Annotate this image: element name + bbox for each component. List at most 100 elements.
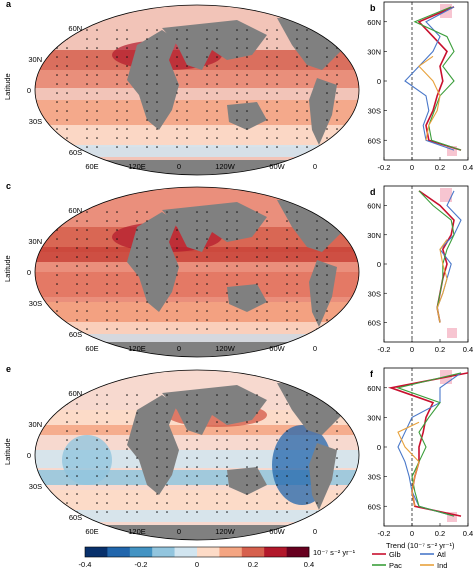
dot <box>226 430 228 432</box>
dot <box>306 119 308 121</box>
dot <box>216 92 218 94</box>
dot <box>176 319 178 321</box>
colorbar-segment <box>152 547 175 557</box>
dot <box>336 119 338 121</box>
dot <box>306 394 308 396</box>
dot <box>166 328 168 330</box>
dot <box>176 110 178 112</box>
dot <box>196 511 198 513</box>
dot <box>236 110 238 112</box>
land-mass <box>162 20 267 70</box>
profile-legend: Trend (10⁻⁷ s⁻² yr⁻¹)Glb Atl Pac Ind <box>372 541 455 570</box>
dot <box>296 83 298 85</box>
dot <box>216 56 218 58</box>
dot <box>116 292 118 294</box>
dot <box>336 493 338 495</box>
colorbar-tick-label: 0.4 <box>304 560 314 569</box>
dot <box>126 47 128 49</box>
dot <box>56 65 58 67</box>
dot <box>146 319 148 321</box>
dot <box>246 439 248 441</box>
dot <box>246 74 248 76</box>
dot <box>276 29 278 31</box>
dot <box>286 475 288 477</box>
dot <box>276 457 278 459</box>
dot <box>136 211 138 213</box>
land-mass <box>227 467 267 495</box>
indian-cooling <box>62 435 112 485</box>
dot <box>56 319 58 321</box>
series-line-glb <box>417 6 462 151</box>
dot <box>156 448 158 450</box>
dot <box>186 430 188 432</box>
dot <box>216 74 218 76</box>
dot <box>226 475 228 477</box>
dot <box>206 101 208 103</box>
dot <box>236 119 238 121</box>
dot <box>66 92 68 94</box>
dot <box>116 301 118 303</box>
dot <box>226 274 228 276</box>
dot <box>266 101 268 103</box>
dot <box>316 502 318 504</box>
dot <box>96 47 98 49</box>
dot <box>186 448 188 450</box>
y-tick-label: 30S <box>368 107 381 116</box>
dot <box>216 511 218 513</box>
dot <box>96 146 98 148</box>
dot <box>146 29 148 31</box>
dot <box>236 238 238 240</box>
dot <box>296 247 298 249</box>
dot <box>246 146 248 148</box>
panel-letter: c <box>6 181 11 191</box>
dot <box>316 394 318 396</box>
dot <box>86 110 88 112</box>
dot <box>266 328 268 330</box>
dot <box>206 247 208 249</box>
dot <box>106 457 108 459</box>
map-outline <box>34 369 360 541</box>
trend-band <box>35 145 359 157</box>
dot <box>316 448 318 450</box>
dot <box>326 265 328 267</box>
x-tick-label: 0.2 <box>435 345 445 354</box>
dot <box>136 247 138 249</box>
dot <box>176 328 178 330</box>
dot <box>336 92 338 94</box>
dot <box>216 439 218 441</box>
dot <box>296 110 298 112</box>
dot <box>166 493 168 495</box>
dot <box>296 56 298 58</box>
dot <box>306 466 308 468</box>
dot <box>96 466 98 468</box>
dot <box>96 484 98 486</box>
dot <box>306 439 308 441</box>
dot <box>126 484 128 486</box>
dot <box>106 448 108 450</box>
dot <box>326 256 328 258</box>
dot <box>326 319 328 321</box>
dot <box>66 137 68 139</box>
dot <box>216 484 218 486</box>
dot <box>276 511 278 513</box>
dot <box>226 493 228 495</box>
trend-band <box>35 334 359 344</box>
lon-tick-label: 120E <box>128 527 146 536</box>
dot <box>236 247 238 249</box>
dot <box>86 92 88 94</box>
dot <box>246 128 248 130</box>
dot <box>316 310 318 312</box>
dot <box>296 38 298 40</box>
dot <box>306 421 308 423</box>
dot <box>236 229 238 231</box>
trend-band <box>35 302 359 322</box>
dot <box>286 265 288 267</box>
dot <box>206 274 208 276</box>
y-axis-label: Latitude <box>3 255 12 282</box>
panel-letter: d <box>370 187 376 197</box>
dot <box>206 128 208 130</box>
dot <box>256 283 258 285</box>
y-tick-label: 0 <box>377 443 381 452</box>
dot <box>86 310 88 312</box>
dot <box>106 265 108 267</box>
